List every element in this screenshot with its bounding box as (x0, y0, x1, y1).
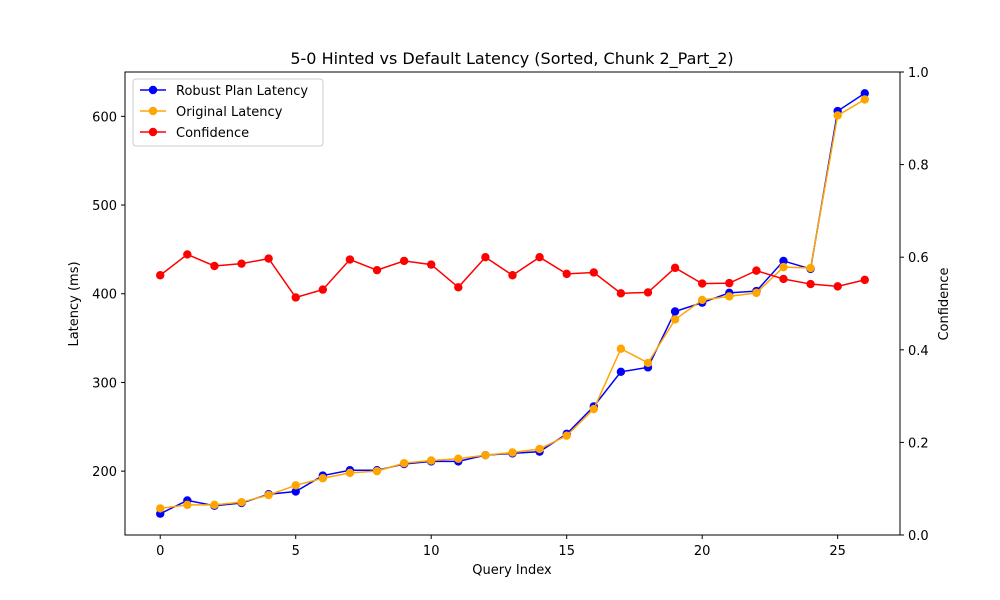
data-point (670, 263, 680, 273)
data-point (643, 358, 653, 368)
data-point (183, 250, 192, 259)
data-point (725, 278, 734, 288)
data-point (156, 271, 165, 280)
data-point (291, 487, 300, 496)
y2-tick-label: 0.0 (908, 529, 929, 544)
y-tick-label: 400 (92, 288, 117, 303)
data-point (670, 315, 680, 324)
legend-label: Original Latency (176, 105, 283, 120)
data-point (616, 289, 626, 298)
x-tick-label: 5 (292, 544, 300, 559)
data-point (345, 468, 355, 478)
data-point (372, 265, 382, 275)
data-point (779, 262, 788, 272)
data-point (752, 266, 761, 275)
data-point (860, 275, 869, 285)
data-point (345, 255, 355, 264)
data-point (264, 254, 273, 263)
data-point (454, 454, 463, 463)
y-tick-label: 500 (92, 199, 117, 214)
x-axis-label: Query Index (472, 563, 552, 578)
legend-box (132, 78, 324, 147)
data-point (806, 279, 815, 289)
data-point (589, 268, 598, 277)
data-point (860, 89, 869, 98)
data-point (237, 497, 246, 507)
data-point (318, 285, 328, 294)
plot-area (156, 89, 869, 518)
y2-tick-label: 0.8 (908, 159, 929, 174)
data-point (562, 269, 571, 279)
plot-frame (124, 71, 901, 536)
data-point (616, 344, 626, 353)
data-point (481, 450, 490, 460)
data-point (562, 431, 571, 440)
data-point (399, 458, 409, 468)
y-tick-label: 600 (92, 110, 117, 125)
data-point (535, 444, 544, 454)
data-point (508, 448, 517, 457)
data-point (779, 274, 788, 284)
data-point (697, 295, 707, 305)
data-point (860, 95, 869, 104)
legend-label: Confidence (176, 126, 249, 141)
y2-tick-label: 0.4 (908, 344, 929, 359)
data-point (806, 263, 815, 273)
legend-marker (148, 127, 158, 137)
y-tick-label: 200 (92, 465, 117, 480)
legend: Robust Plan Latency Original Latency Confi… (132, 78, 324, 147)
data-point (779, 256, 788, 266)
data-point (616, 367, 626, 376)
y2-tick-label: 0.2 (908, 436, 929, 451)
data-point (156, 504, 165, 513)
legend-label: Robust Plan Latency (176, 84, 308, 99)
data-point (481, 253, 490, 262)
data-point (725, 292, 734, 301)
data-point (318, 474, 328, 483)
y-tick-label: 300 (92, 376, 117, 391)
data-point (427, 260, 436, 269)
data-point (237, 259, 246, 268)
data-point (210, 261, 219, 271)
data-point (264, 490, 273, 500)
y2-tick-label: 0.6 (908, 251, 929, 266)
x-tick-label: 15 (558, 544, 575, 559)
x-tick-label: 20 (694, 544, 711, 559)
x-tick-label: 0 (156, 544, 164, 559)
data-point (535, 253, 544, 262)
data-point (752, 288, 761, 298)
data-point (399, 256, 409, 266)
chart-title: 5-0 Hinted vs Default Latency (Sorted, C… (290, 49, 733, 69)
data-point (833, 111, 842, 120)
y2-tick-label: 1.0 (908, 66, 929, 81)
data-point (291, 481, 300, 490)
data-point (427, 456, 436, 465)
x-tick-label: 10 (423, 544, 440, 559)
x-tick-label: 25 (829, 544, 846, 559)
data-point (454, 283, 463, 292)
legend-marker (148, 106, 158, 116)
data-point (697, 279, 707, 288)
series-confidence (156, 250, 869, 302)
axes: 0 5 10 15 20 25 200 300 400 500 600 0.0 0.2 0.4 0.6 0.8… (92, 66, 929, 559)
data-point (833, 282, 842, 291)
data-point (210, 500, 219, 510)
data-point (670, 307, 680, 316)
data-point (291, 293, 300, 302)
data-point (589, 404, 598, 414)
y2-axis-label: Confidence (937, 267, 952, 340)
data-point (372, 466, 382, 476)
data-point (508, 271, 517, 280)
data-point (183, 500, 192, 510)
legend-marker (148, 85, 158, 95)
data-point (643, 288, 653, 297)
y-axis-label: Latency (ms) (67, 261, 82, 346)
series-original-latency (156, 95, 869, 513)
